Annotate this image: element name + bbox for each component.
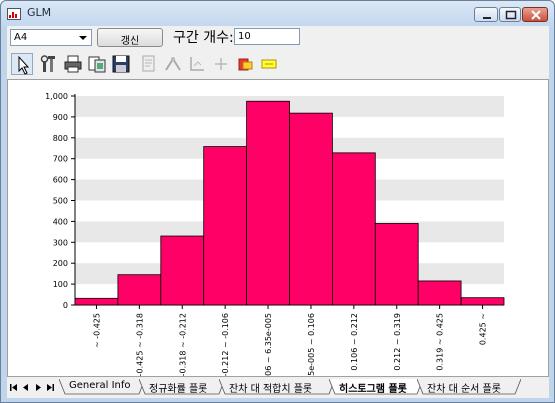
x-tick-label: 0.212 ~ 0.319 — [393, 313, 402, 371]
scale-button[interactable] — [162, 53, 184, 75]
histogram-bar — [74, 297, 119, 306]
save-icon — [112, 55, 130, 73]
page-button[interactable] — [138, 53, 160, 75]
chevron-down-icon[interactable] — [76, 31, 90, 44]
sheet-tab-label: General Info — [69, 380, 131, 391]
x-tick-label: 6.35e-005 ~ 0.106 — [307, 313, 316, 376]
axis-icon — [190, 57, 204, 71]
pointer-icon — [18, 55, 30, 75]
x-tick-label: -0.212 ~ -0.106 — [221, 313, 230, 376]
histogram-chart: 0 100 200 300 400 500 600 700 800 900 1,000 ~ -0.42… — [7, 79, 549, 377]
sheet-tab-label: 정규화률 플롯 — [149, 384, 208, 395]
bin-count-input[interactable]: 10 — [234, 28, 300, 45]
histogram-bar — [117, 274, 162, 306]
sheet-tab-label: 잔차 대 적합치 플롯 — [229, 384, 313, 395]
export-button[interactable] — [234, 53, 256, 75]
x-tick-label: ~ -0.425 — [92, 313, 101, 348]
next-sheet-icon[interactable] — [33, 382, 43, 393]
label-button[interactable] — [258, 53, 280, 75]
axis-button[interactable] — [186, 53, 208, 75]
first-sheet-icon[interactable] — [9, 382, 19, 393]
histogram-bar — [331, 152, 376, 306]
copy-button[interactable] — [86, 53, 108, 75]
y-tick-label: 1,000 — [45, 92, 68, 101]
chart-toolbar — [7, 51, 549, 77]
histogram-bar — [417, 280, 462, 306]
export-icon — [238, 58, 253, 71]
save-button[interactable] — [110, 53, 132, 75]
bin-count-label: 구간 개수: — [173, 30, 234, 46]
page-icon — [142, 55, 155, 72]
sheet-tab-bar: General Info 정규화률 플롯 잔차 대 적합치 플롯 히스토그램 플롯 잔차… — [7, 378, 549, 398]
y-tick-label: 900 — [53, 113, 68, 122]
x-tick-label: -0.425 ~ -0.318 — [135, 313, 144, 376]
y-tick-label: 800 — [53, 134, 68, 143]
crosshair-icon — [215, 58, 227, 70]
print-icon — [64, 55, 82, 73]
properties-icon — [40, 55, 55, 72]
x-tick-label: -0.106 ~ 6.35e-005 — [264, 313, 273, 376]
x-tick-label: -0.318 ~ -0.212 — [178, 313, 187, 376]
x-tick-label: 0.319 ~ 0.425 — [436, 313, 445, 371]
histogram-bar — [203, 146, 247, 306]
histogram-bar — [289, 112, 333, 306]
client-area: A4 갱신 구간 개수: 10 — [7, 26, 549, 398]
sheet-tab[interactable]: 잔차 대 적합치 플롯 — [219, 379, 335, 395]
y-tick-label: 200 — [53, 259, 68, 268]
last-sheet-icon[interactable] — [45, 382, 55, 393]
x-tick-label: 0.425 ~ — [479, 313, 488, 345]
print-button[interactable] — [62, 53, 84, 75]
maximize-button[interactable] — [499, 7, 521, 22]
properties-button[interactable] — [38, 53, 60, 75]
minimize-button[interactable] — [474, 7, 498, 22]
y-tick-label: 300 — [53, 238, 68, 247]
y-tick-label: 100 — [53, 280, 68, 289]
label-icon — [261, 59, 277, 69]
minimize-icon — [483, 17, 491, 19]
sheet-tab-label: 잔차 대 순서 플롯 — [427, 384, 501, 395]
sheet-tab[interactable]: 정규화률 플롯 — [139, 379, 225, 395]
crosshair-button[interactable] — [210, 53, 232, 75]
y-tick-label: 500 — [53, 197, 68, 206]
y-tick-label: 700 — [53, 155, 68, 164]
y-tick-label: 400 — [53, 217, 68, 226]
app-icon — [7, 8, 21, 20]
close-icon — [531, 10, 541, 20]
sheet-tab-label: 히스토그램 플롯 — [339, 384, 407, 395]
maximize-icon — [505, 10, 517, 20]
sheet-tab[interactable]: General Info — [59, 379, 145, 395]
tab-shape — [417, 379, 521, 395]
title-bar[interactable]: GLM — [1, 1, 554, 27]
window-title: GLM — [27, 6, 52, 19]
copy-icon — [88, 56, 106, 73]
histogram-bar — [374, 223, 419, 306]
histogram-svg: 0 100 200 300 400 500 600 700 800 900 1,000 ~ -0.42… — [45, 92, 505, 376]
sheet-tab[interactable]: 히스토그램 플롯 — [329, 379, 423, 395]
x-tick-label: 0.106 ~ 0.212 — [350, 313, 359, 371]
variable-select-value: A4 — [14, 32, 28, 43]
refresh-button[interactable]: 갱신 — [97, 28, 163, 47]
histogram-bar — [246, 100, 290, 306]
previous-sheet-icon[interactable] — [21, 382, 31, 393]
close-button[interactable] — [522, 7, 548, 22]
histogram-bar — [160, 235, 205, 306]
histogram-bar — [460, 297, 505, 306]
variable-select[interactable]: A4 — [10, 29, 92, 46]
control-bar: A4 갱신 구간 개수: 10 — [7, 26, 549, 48]
pointer-button[interactable] — [11, 53, 33, 75]
sheet-tab[interactable]: 잔차 대 순서 플롯 — [417, 379, 521, 395]
y-tick-label: 600 — [53, 176, 68, 185]
scale-icon — [165, 57, 181, 71]
y-tick-label: 0 — [63, 301, 68, 310]
